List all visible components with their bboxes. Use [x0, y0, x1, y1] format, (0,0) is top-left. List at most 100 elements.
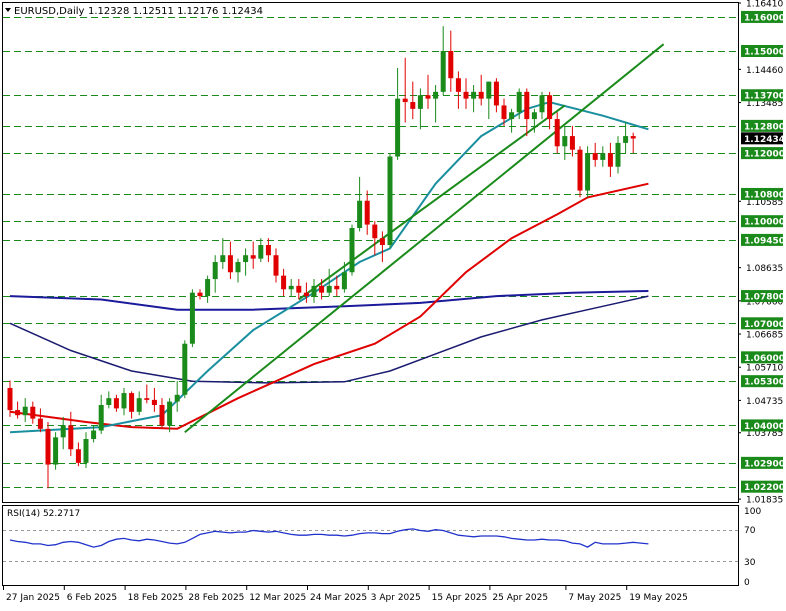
candle [531, 108, 537, 133]
candle-body [212, 262, 218, 280]
level-price-tag [741, 351, 783, 364]
candle [379, 231, 385, 263]
candle [569, 125, 575, 157]
candle [433, 85, 439, 123]
x-tick-label: 25 Apr 2025 [492, 593, 548, 603]
y-tick-label: 1.16410 [746, 0, 783, 10]
x-tick-label: 7 May 2025 [568, 593, 621, 603]
level-price-tag [741, 187, 783, 200]
candle-body [15, 410, 21, 416]
y-tick-label: 1.13485 [746, 99, 783, 109]
level-price-label: 1.05300 [744, 378, 785, 388]
candle-body [30, 406, 36, 419]
candle [265, 238, 271, 263]
rsi-line [9, 528, 649, 548]
candle-body [623, 136, 629, 143]
candle-body [364, 200, 370, 225]
chart-header: EURUSD,Daily 1.12328 1.12511 1.12176 1.1… [5, 6, 263, 17]
candle-body [273, 255, 279, 276]
ma-slow-line [9, 290, 649, 311]
level-price-label: 1.16000 [744, 13, 785, 23]
candle [129, 391, 135, 419]
candle-body [334, 285, 340, 290]
candle-body [45, 428, 51, 465]
candle-body [410, 102, 416, 109]
candle [509, 108, 515, 133]
candle-body [547, 95, 553, 120]
candle-body [144, 398, 150, 400]
level-price-tag [741, 456, 783, 469]
candle [615, 136, 621, 174]
candle [341, 262, 347, 293]
candle-body [577, 149, 583, 191]
candle [258, 238, 264, 263]
candle-body [433, 91, 439, 99]
level-price-label: 1.12000 [744, 150, 785, 160]
candle [592, 142, 598, 167]
rsi-tick-label: 70 [744, 526, 756, 536]
candle-body [68, 425, 74, 450]
candle-body [471, 91, 477, 99]
level-price-tag [741, 10, 783, 23]
candle [174, 381, 180, 412]
level-price-tag [741, 375, 783, 388]
candle [463, 78, 469, 109]
level-price-label: 1.06000 [744, 354, 785, 364]
candle-body [326, 285, 332, 293]
candle [243, 248, 249, 276]
candle-body [265, 245, 271, 256]
y-tick-label: 1.03785 [746, 429, 783, 439]
candle [37, 408, 43, 433]
candle-body [227, 255, 233, 273]
level-price-label: 1.12800 [744, 122, 785, 132]
level-price-label: 1.10800 [744, 190, 785, 200]
candle-body [463, 91, 469, 99]
candle [486, 81, 492, 120]
candle [417, 88, 423, 130]
candle [83, 432, 89, 468]
candle-body [189, 292, 195, 344]
level-price-tag [741, 419, 783, 432]
candle [455, 71, 461, 109]
candle [547, 91, 553, 130]
candle-body [569, 136, 575, 150]
trendline[interactable] [184, 43, 665, 433]
candle-body [379, 238, 385, 246]
rsi-tick-label: 100 [744, 507, 761, 517]
candle-body [98, 404, 104, 431]
candle-body [159, 404, 165, 426]
level-price-label: 1.15000 [744, 47, 785, 57]
candle [349, 224, 355, 276]
candle-body [174, 394, 180, 402]
candle-body [531, 112, 537, 120]
candle-body [607, 153, 613, 167]
trendline[interactable] [298, 104, 566, 301]
y-tick-label: 1.01835 [746, 496, 783, 506]
level-price-label: 1.10000 [744, 218, 785, 228]
candle [326, 268, 332, 297]
x-tick-label: 6 Feb 2025 [67, 593, 117, 603]
candle [311, 279, 317, 303]
candle-body [478, 91, 484, 99]
candle [235, 258, 241, 283]
candle [296, 279, 302, 300]
candle-body [417, 95, 423, 109]
candle [22, 398, 28, 423]
candle [205, 275, 211, 303]
x-tick-label: 19 May 2025 [629, 593, 688, 603]
candle [167, 398, 173, 433]
symbol-dropdown-icon[interactable] [5, 8, 11, 12]
candle-body [288, 285, 294, 290]
level-price-label: 1.07000 [744, 320, 785, 330]
candle [53, 432, 59, 470]
candle [106, 391, 112, 409]
candle-body [91, 430, 97, 440]
candle [357, 176, 363, 232]
candle-body [205, 279, 211, 297]
current-price-tag [741, 132, 783, 145]
candle [15, 401, 21, 419]
level-price-tag [741, 480, 783, 493]
y-tick-label: 1.07660 [746, 297, 783, 307]
y-tick-label: 1.08635 [746, 264, 783, 274]
